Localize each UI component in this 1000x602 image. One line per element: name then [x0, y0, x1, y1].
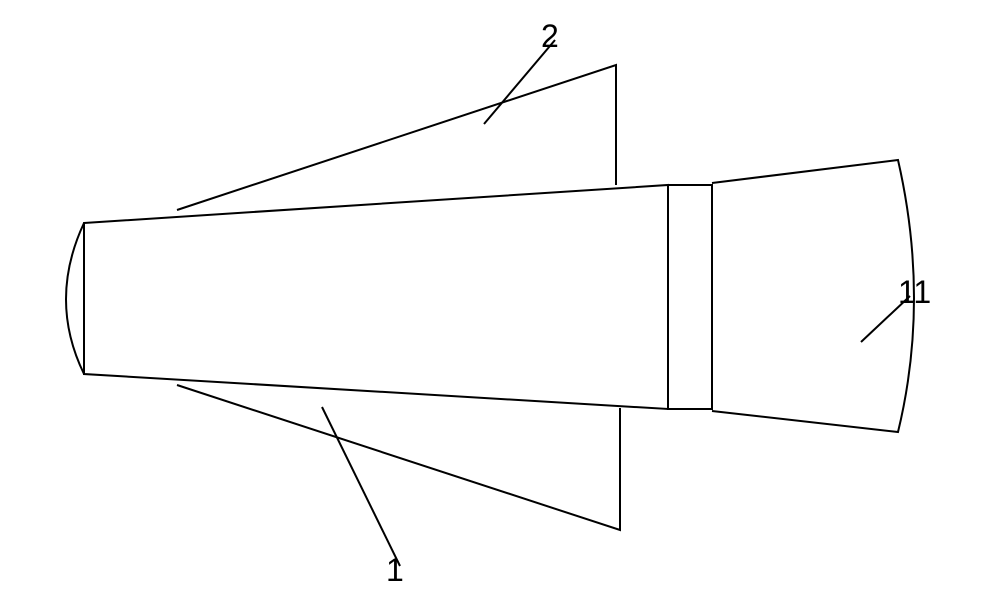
wing-bottom — [177, 385, 620, 530]
callout-label-1: 1 — [386, 552, 404, 589]
leader-line-1 — [322, 407, 400, 566]
wing-top — [177, 65, 616, 210]
technical-drawing — [0, 0, 1000, 602]
nose-cone — [66, 223, 84, 374]
tail-fin — [712, 160, 914, 432]
fuselage-body — [84, 185, 668, 409]
callout-label-11: 11 — [898, 274, 931, 311]
callout-label-2: 2 — [541, 18, 559, 55]
fuselage-band — [668, 185, 712, 409]
